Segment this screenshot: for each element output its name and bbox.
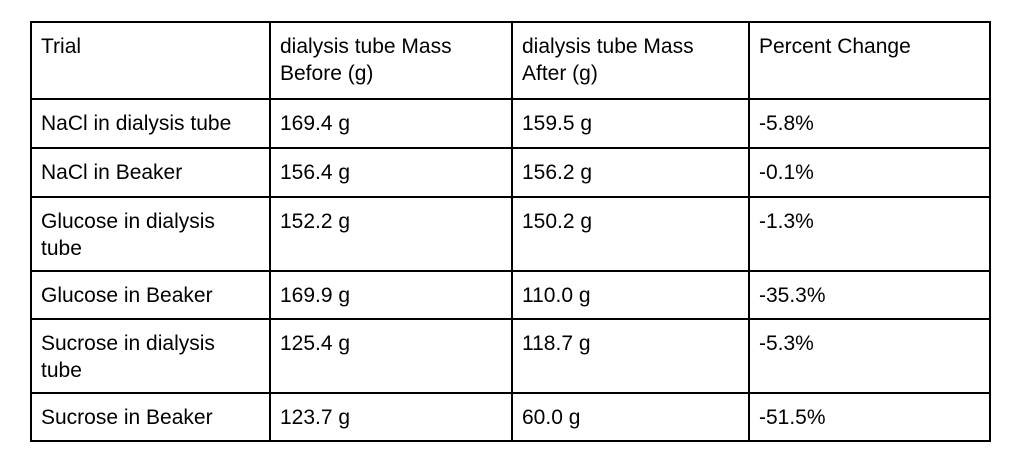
cell-trial: Glucose in dialysis tube [30, 196, 271, 272]
table-row: NaCl in Beaker 156.4 g 156.2 g -0.1% [30, 147, 991, 198]
cell-percent-change: -1.3% [748, 196, 991, 272]
cell-percent-change: -35.3% [748, 270, 991, 320]
cell-trial: NaCl in Beaker [30, 147, 271, 198]
table-row: Glucose in dialysis tube 152.2 g 150.2 g… [30, 196, 991, 272]
column-header-percent-change: Percent Change [748, 21, 991, 100]
cell-mass-before: 125.4 g [269, 318, 513, 394]
column-header-mass-before: dialysis tube Mass Before (g) [269, 21, 513, 100]
cell-mass-after: 110.0 g [511, 270, 750, 320]
cell-trial: NaCl in dialysis tube [30, 98, 271, 149]
table-row: Sucrose in Beaker 123.7 g 60.0 g -51.5% [30, 392, 991, 442]
cell-trial: Sucrose in Beaker [30, 392, 271, 442]
column-header-mass-after: dialysis tube Mass After (g) [511, 21, 750, 100]
cell-percent-change: -51.5% [748, 392, 991, 442]
cell-mass-before: 169.4 g [269, 98, 513, 149]
cell-mass-before: 152.2 g [269, 196, 513, 272]
cell-mass-before: 123.7 g [269, 392, 513, 442]
cell-percent-change: -5.8% [748, 98, 991, 149]
cell-percent-change: -0.1% [748, 147, 991, 198]
cell-mass-after: 60.0 g [511, 392, 750, 442]
cell-mass-after: 156.2 g [511, 147, 750, 198]
table-row: Glucose in Beaker 169.9 g 110.0 g -35.3% [30, 270, 991, 320]
results-table: Trial dialysis tube Mass Before (g) dial… [30, 21, 991, 442]
table-row: Sucrose in dialysis tube 125.4 g 118.7 g… [30, 318, 991, 394]
cell-trial: Sucrose in dialysis tube [30, 318, 271, 394]
cell-percent-change: -5.3% [748, 318, 991, 394]
cell-mass-before: 169.9 g [269, 270, 513, 320]
cell-mass-before: 156.4 g [269, 147, 513, 198]
cell-mass-after: 118.7 g [511, 318, 750, 394]
table-row: NaCl in dialysis tube 169.4 g 159.5 g -5… [30, 98, 991, 149]
cell-trial: Glucose in Beaker [30, 270, 271, 320]
column-header-trial: Trial [30, 21, 271, 100]
cell-mass-after: 150.2 g [511, 196, 750, 272]
cell-mass-after: 159.5 g [511, 98, 750, 149]
header-row: Trial dialysis tube Mass Before (g) dial… [30, 21, 991, 100]
